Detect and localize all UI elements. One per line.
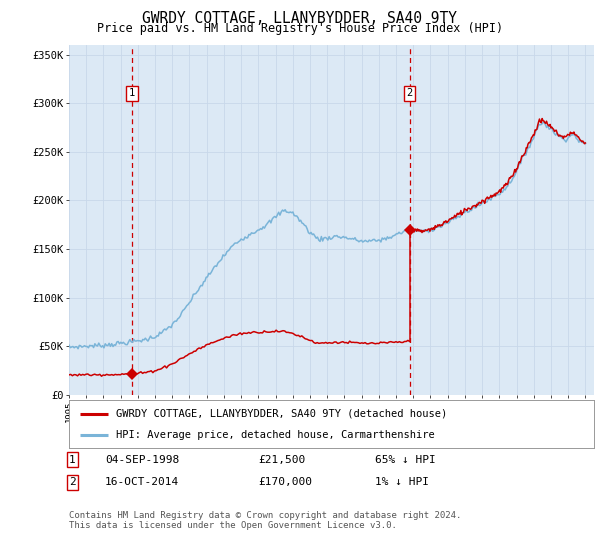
Text: 65% ↓ HPI: 65% ↓ HPI <box>375 455 436 465</box>
Text: Contains HM Land Registry data © Crown copyright and database right 2024.
This d: Contains HM Land Registry data © Crown c… <box>69 511 461 530</box>
Text: GWRDY COTTAGE, LLANYBYDDER, SA40 9TY (detached house): GWRDY COTTAGE, LLANYBYDDER, SA40 9TY (de… <box>116 409 448 419</box>
Text: HPI: Average price, detached house, Carmarthenshire: HPI: Average price, detached house, Carm… <box>116 430 435 440</box>
Text: 2: 2 <box>69 477 76 487</box>
Text: 2: 2 <box>407 88 413 99</box>
Text: 16-OCT-2014: 16-OCT-2014 <box>105 477 179 487</box>
Text: 04-SEP-1998: 04-SEP-1998 <box>105 455 179 465</box>
Text: 1% ↓ HPI: 1% ↓ HPI <box>375 477 429 487</box>
Text: 1: 1 <box>129 88 135 99</box>
Text: £170,000: £170,000 <box>258 477 312 487</box>
Text: GWRDY COTTAGE, LLANYBYDDER, SA40 9TY: GWRDY COTTAGE, LLANYBYDDER, SA40 9TY <box>143 11 458 26</box>
Text: 1: 1 <box>69 455 76 465</box>
Text: Price paid vs. HM Land Registry's House Price Index (HPI): Price paid vs. HM Land Registry's House … <box>97 22 503 35</box>
Text: £21,500: £21,500 <box>258 455 305 465</box>
